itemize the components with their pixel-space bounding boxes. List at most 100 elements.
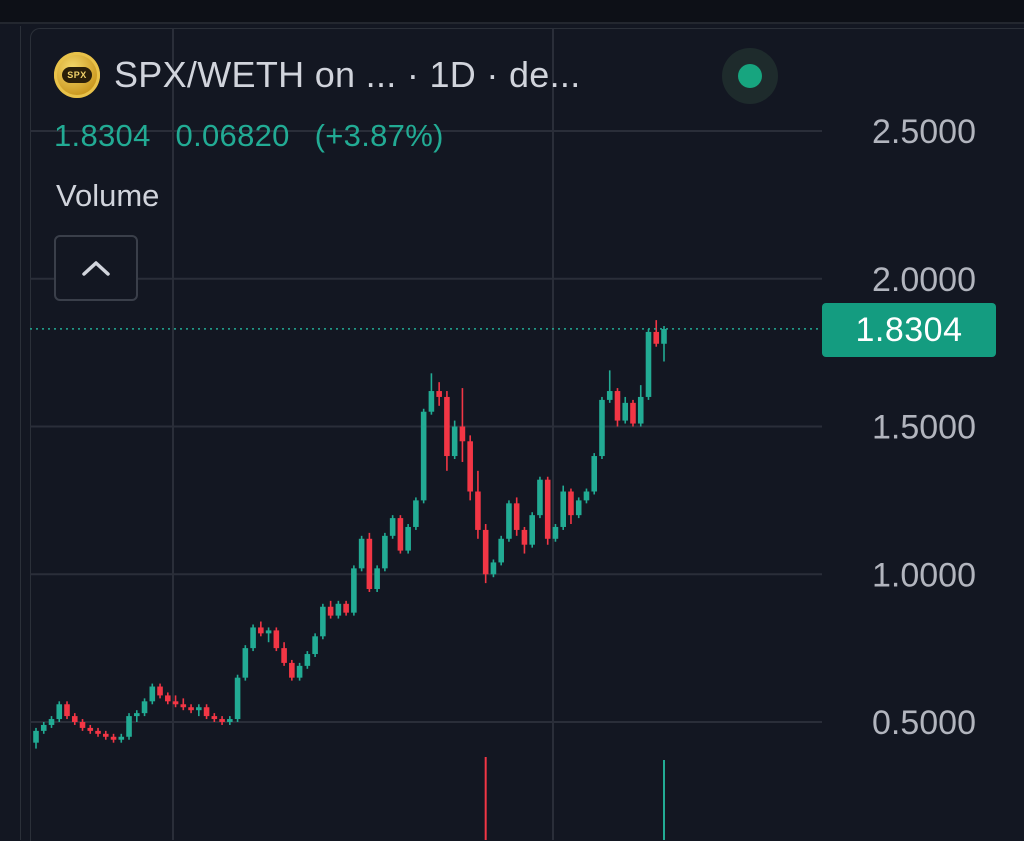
last-price-value: 1.8304 xyxy=(54,118,151,153)
candle-body xyxy=(382,535,388,569)
candle-body xyxy=(630,402,636,424)
candle-body xyxy=(637,396,644,424)
candle-body xyxy=(405,526,411,551)
candle-body xyxy=(289,662,295,678)
candle-body xyxy=(482,529,489,575)
candle-body xyxy=(79,722,86,728)
candle-body xyxy=(149,686,156,702)
candle-body xyxy=(234,677,241,720)
candle-body xyxy=(537,479,543,516)
candle-body xyxy=(71,716,78,722)
chart-header: SPX SPX/WETH on ... · 1D · de... xyxy=(54,52,581,98)
candle-body xyxy=(242,648,249,678)
candle-body xyxy=(389,518,396,536)
candle-body xyxy=(451,426,458,457)
candle-body xyxy=(196,707,202,711)
candle-body xyxy=(172,701,179,705)
candle-body xyxy=(575,500,582,516)
symbol-title[interactable]: SPX/WETH on ... · 1D · de... xyxy=(114,54,581,95)
candle-body xyxy=(33,730,39,743)
candle-body xyxy=(513,503,520,530)
candle-body xyxy=(444,396,450,457)
ohlc-legend: 1.8304 0.06820 (+3.87%) xyxy=(54,118,460,154)
candle-body xyxy=(180,704,187,708)
y-axis-tick-label: 0.5000 xyxy=(872,704,976,742)
candle-body xyxy=(529,515,535,545)
y-axis-tick-label: 1.0000 xyxy=(872,556,976,594)
candle-body xyxy=(296,665,303,678)
candle-body xyxy=(653,331,660,344)
candle-body xyxy=(428,391,435,412)
candle-body xyxy=(420,411,427,501)
candle-body xyxy=(102,733,109,737)
candle-body xyxy=(227,719,233,722)
candle-body xyxy=(459,426,466,442)
last-price-axis-label: 1.8304 xyxy=(822,303,996,357)
candle-body xyxy=(126,716,132,737)
volume-indicator-label[interactable]: Volume xyxy=(56,178,160,213)
chevron-up-icon xyxy=(82,261,110,276)
candle-body xyxy=(552,526,559,539)
candle-body xyxy=(606,391,613,400)
candle-body xyxy=(568,491,574,516)
candle-body xyxy=(645,331,652,397)
candle-body xyxy=(118,736,125,740)
y-axis-tick-label: 2.0000 xyxy=(872,261,976,299)
candle-body xyxy=(327,606,334,616)
candle-body xyxy=(265,630,272,634)
spx-token-logo-icon: SPX xyxy=(54,52,100,98)
candle-body xyxy=(133,713,140,717)
candle-body xyxy=(351,568,357,613)
candle-body xyxy=(374,568,380,590)
candle-body xyxy=(48,719,55,725)
candle-body xyxy=(436,391,442,397)
candle-body xyxy=(366,538,373,590)
candle-body xyxy=(203,707,210,717)
candle-body xyxy=(250,627,256,649)
candle-body xyxy=(219,719,225,722)
candle-body xyxy=(506,503,512,539)
candle-body xyxy=(583,491,590,501)
candle-body xyxy=(591,456,598,492)
candle-body xyxy=(312,636,318,655)
candle-body xyxy=(64,704,70,717)
candle-body xyxy=(498,538,504,563)
candle-body xyxy=(490,562,497,575)
price-change-percent: (+3.87%) xyxy=(314,118,444,153)
y-axis-tick-label: 2.5000 xyxy=(872,113,976,151)
candle-body xyxy=(320,606,326,637)
collapse-legend-button[interactable] xyxy=(54,235,138,301)
candle-body xyxy=(110,736,117,740)
price-change-value: 0.06820 xyxy=(175,118,290,153)
candle-body xyxy=(397,518,404,551)
candle-body xyxy=(157,686,163,696)
top-bar xyxy=(0,0,1024,24)
candle-body xyxy=(614,391,621,421)
adjacent-panel-edge xyxy=(0,26,21,840)
candle-body xyxy=(258,627,264,634)
candle-body xyxy=(211,716,218,720)
candle-body xyxy=(281,648,287,663)
candle-body xyxy=(335,603,342,616)
candle-body xyxy=(521,529,528,545)
candle-body xyxy=(165,695,171,702)
candle-body xyxy=(95,730,101,734)
candle-body xyxy=(467,441,473,492)
candle-body xyxy=(475,491,481,530)
candle-body xyxy=(188,707,194,711)
candle-body xyxy=(343,603,349,613)
live-status-dot-icon xyxy=(738,64,762,88)
candle-body xyxy=(141,701,148,714)
candle-body xyxy=(304,654,311,666)
market-status-indicator[interactable] xyxy=(722,48,778,104)
candle-body xyxy=(560,491,567,527)
candle-body xyxy=(622,402,629,421)
candle-body xyxy=(273,630,280,649)
candle-body xyxy=(56,704,63,720)
candle-body xyxy=(87,727,94,731)
y-axis-tick-label: 1.5000 xyxy=(872,409,976,447)
chart-panel xyxy=(30,28,1024,841)
candle-body xyxy=(544,479,551,539)
candle-body xyxy=(358,538,365,569)
